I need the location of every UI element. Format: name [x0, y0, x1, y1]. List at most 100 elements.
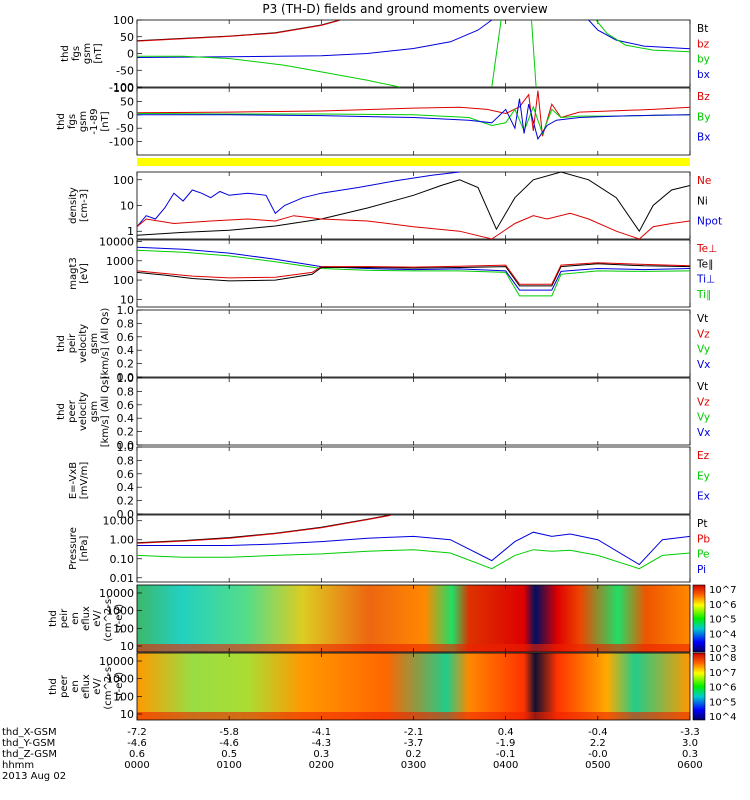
y-tick-label: 0.8	[117, 454, 135, 467]
y-tick-label: -100	[109, 136, 134, 149]
series-Bx	[137, 98, 691, 141]
legend-Bt: Bt	[697, 23, 708, 35]
footer-value: 0.6	[129, 749, 145, 760]
colorbar-label: 10^3	[709, 644, 736, 655]
y-tick-label: 100	[113, 274, 134, 287]
legend-bx: bx	[697, 69, 710, 81]
colorbar-label: 10^8	[709, 653, 736, 664]
footer-value: -4.6	[219, 738, 239, 749]
panel-frame	[136, 19, 691, 88]
y-tick-label: 0.4	[117, 412, 135, 425]
footer-value: -5.8	[219, 727, 239, 738]
y-axis-label: [nPa]	[79, 535, 90, 561]
y-tick-label: 0.8	[117, 385, 135, 398]
y-tick-label: 10	[120, 640, 134, 653]
panel-frame	[136, 87, 691, 156]
y-tick-label: 50	[120, 95, 134, 108]
y-tick-label: 0.4	[117, 344, 135, 357]
legend-Ti⊥: Ti⊥	[696, 274, 715, 286]
series-By	[136, 105, 691, 136]
y-tick-label: 0.6	[117, 468, 135, 481]
footer-row-label: hhmm	[2, 760, 34, 771]
footer-row-label: thd_Y-GSM	[2, 738, 55, 749]
y-tick-label: 1.0	[117, 441, 135, 454]
y-axis-label: [mV/m]	[79, 462, 90, 500]
legend-By: By	[697, 111, 710, 123]
legend-Pb: Pb	[697, 533, 710, 545]
y-tick-label: 1.00	[110, 534, 135, 547]
y-axis-label: sr-eV)	[114, 672, 125, 701]
legend-by: by	[697, 54, 710, 66]
y-tick-label: 1.0	[117, 304, 135, 317]
colorbar-label: 10^7	[709, 668, 736, 679]
footer-value: -0.0	[588, 749, 608, 760]
footer-value: -4.1	[312, 727, 332, 738]
legend-Vy: Vy	[697, 412, 710, 424]
y-tick-label: 0	[127, 48, 134, 61]
y-tick-label: 0.2	[117, 426, 135, 439]
legend-Vz: Vz	[697, 396, 710, 408]
y-tick-label: 0.0	[117, 371, 135, 384]
legend-Bx: Bx	[697, 132, 710, 144]
y-axis-label: E=-VxB	[68, 462, 79, 499]
y-axis-label: (cm^2-s-	[103, 595, 114, 642]
colorbar-label: 10^5	[709, 615, 736, 626]
legend-Te∥: Te∥	[696, 258, 713, 270]
legend-Ti∥: Ti∥	[696, 289, 711, 301]
legend-Ez: Ez	[697, 450, 710, 462]
y-axis-label: peer	[59, 674, 70, 698]
y-axis-label: -1-89	[89, 108, 100, 134]
legend-Ne: Ne	[697, 175, 711, 187]
y-axis-label: thd	[56, 335, 67, 352]
footer-value: 0100	[216, 760, 241, 771]
footer-value: -7.2	[127, 727, 147, 738]
legend-Ex: Ex	[697, 491, 710, 503]
legend-Pi: Pi	[697, 564, 706, 576]
y-tick-label: 10	[120, 708, 134, 721]
y-axis-label: peer	[67, 399, 78, 423]
footer-row-label: thd_Z-GSM	[2, 749, 57, 760]
y-tick-label: 0.4	[117, 481, 135, 494]
y-axis-label: density	[68, 187, 79, 224]
legend-Vx: Vx	[697, 427, 710, 439]
y-axis-label: [km/s] (All Qs)	[100, 376, 111, 448]
footer-value: -4.3	[312, 738, 332, 749]
series-Te⊥	[136, 262, 691, 285]
series-bx	[136, 19, 493, 58]
y-tick-label: 1000	[106, 673, 134, 686]
footer-value: -0.4	[588, 727, 608, 738]
footer-value: 0000	[124, 760, 149, 771]
series-Ne	[136, 212, 691, 240]
y-axis-label: peir	[59, 608, 70, 628]
footer-value: 0600	[677, 760, 702, 771]
legend-Vy: Vy	[697, 344, 710, 356]
y-axis-label: (cm^2-s-	[103, 663, 114, 710]
y-axis-label: eV/	[92, 678, 103, 695]
colorbar-label: 10^4	[709, 712, 736, 723]
footer-row-label: thd_X-GSM	[2, 727, 57, 738]
y-tick-label: 0	[127, 109, 134, 122]
y-tick-label: 1000	[106, 255, 134, 268]
colorbar-label: 10^6	[709, 683, 736, 694]
footer-value: 0.5	[221, 749, 237, 760]
y-axis-label: thd	[48, 678, 59, 695]
y-tick-label: 0.10	[110, 553, 135, 566]
y-tick-label: 10000	[99, 655, 134, 668]
panel-frame	[136, 309, 691, 378]
orbit-flag-bar	[137, 158, 690, 166]
y-axis-label: thd	[56, 113, 67, 130]
panel-temp: 10000 1000 100 10 magt3 [eV] Te⊥ Te∥ Ti⊥ Ti∥	[68, 236, 717, 308]
y-tick-label: 10000	[99, 587, 134, 600]
legend-Te⊥: Te⊥	[696, 243, 717, 255]
y-tick-label: 0.2	[117, 358, 135, 371]
series-Ni	[136, 171, 691, 236]
footer-value: 0.3	[313, 749, 329, 760]
y-axis-label: Pressure	[68, 527, 79, 570]
y-axis-label: gsm	[82, 43, 93, 64]
footer-value: -2.1	[404, 727, 424, 738]
y-axis-label: en	[70, 680, 81, 693]
y-tick-label: -50	[116, 122, 134, 135]
